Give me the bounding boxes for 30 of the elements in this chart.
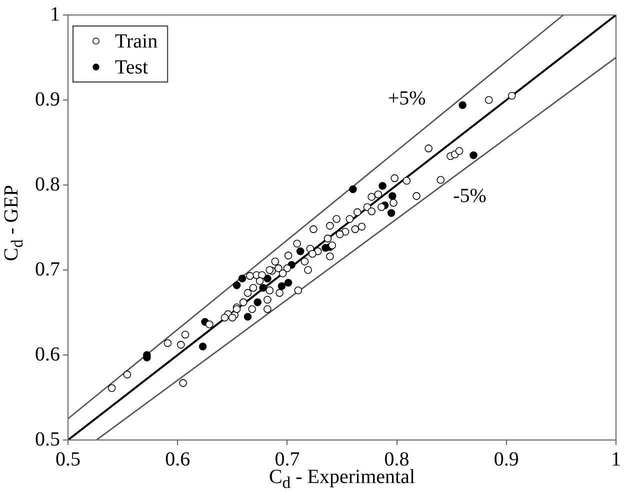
y-tick-label: 0.7 [35,258,60,280]
y-tick-label: 1 [50,3,60,26]
x-tick-label: 0.9 [494,448,519,470]
point [278,282,286,290]
point [238,274,246,282]
series-label: +5% [388,87,426,110]
point [259,284,267,292]
point [232,281,241,290]
point [378,182,386,190]
point [349,185,357,194]
legend-label: Train [115,30,158,52]
point [458,101,466,109]
point [198,342,207,350]
y-tick-label: 0.5 [35,428,60,450]
x-tick-label: 0.5 [56,448,80,470]
x-tick-label: 1 [611,448,621,470]
series-label: -5% [453,185,486,208]
x-tick-label: 0.6 [165,448,190,470]
legend-label: Test [115,56,148,78]
point [296,247,304,256]
y-tick-label: 0.8 [35,173,60,196]
y-tick-label: 0.6 [35,343,60,366]
point [388,192,396,200]
point [244,312,252,321]
point [387,209,396,217]
point [264,274,272,282]
point [470,151,478,160]
point [254,298,262,306]
y-tick-label: 0.9 [35,88,60,110]
point [284,278,292,287]
